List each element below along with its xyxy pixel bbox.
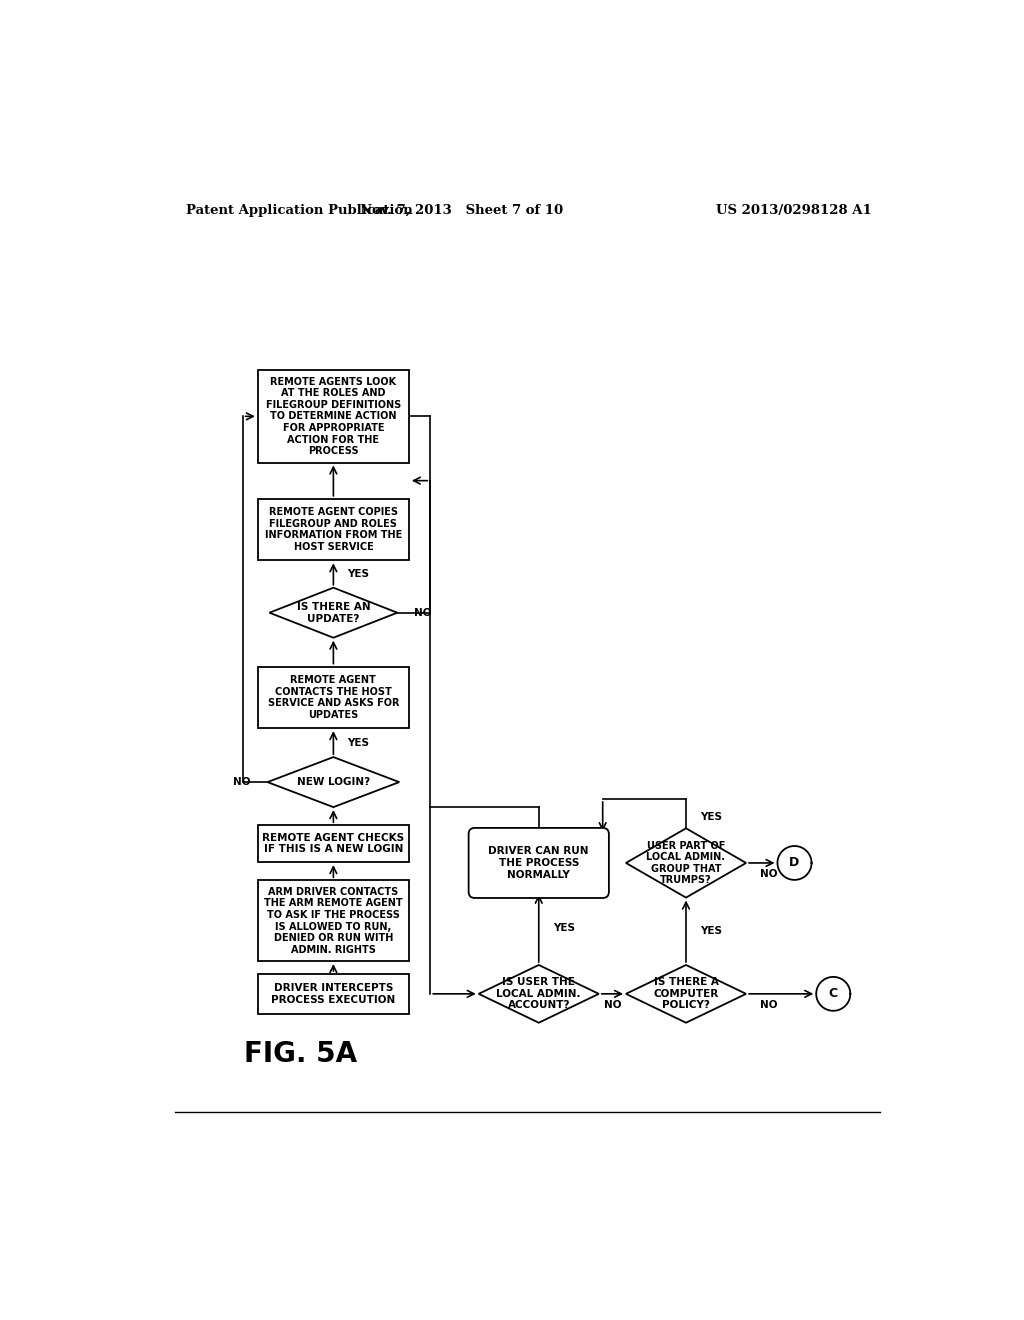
Text: REMOTE AGENT
CONTACTS THE HOST
SERVICE AND ASKS FOR
UPDATES: REMOTE AGENT CONTACTS THE HOST SERVICE A… [267,675,399,719]
FancyBboxPatch shape [258,370,409,462]
Text: USER PART OF
LOCAL ADMIN.
GROUP THAT
TRUMPS?: USER PART OF LOCAL ADMIN. GROUP THAT TRU… [646,841,725,886]
Text: REMOTE AGENTS LOOK
AT THE ROLES AND
FILEGROUP DEFINITIONS
TO DETERMINE ACTION
FO: REMOTE AGENTS LOOK AT THE ROLES AND FILE… [266,376,401,457]
Polygon shape [626,965,746,1023]
Text: Patent Application Publication: Patent Application Publication [186,205,413,218]
Text: NO: NO [760,869,777,879]
Text: IS THERE A
COMPUTER
POLICY?: IS THERE A COMPUTER POLICY? [653,977,719,1010]
Text: FIG. 5A: FIG. 5A [245,1040,357,1068]
Text: YES: YES [347,738,370,747]
Text: NO: NO [603,999,622,1010]
Text: DRIVER INTERCEPTS
PROCESS EXECUTION: DRIVER INTERCEPTS PROCESS EXECUTION [271,983,395,1005]
Text: REMOTE AGENT COPIES
FILEGROUP AND ROLES
INFORMATION FROM THE
HOST SERVICE: REMOTE AGENT COPIES FILEGROUP AND ROLES … [265,507,402,552]
FancyBboxPatch shape [469,828,609,898]
FancyBboxPatch shape [258,667,409,729]
Text: YES: YES [700,927,722,936]
Text: YES: YES [553,924,574,933]
Text: IS THERE AN
UPDATE?: IS THERE AN UPDATE? [297,602,371,623]
Text: IS USER THE
LOCAL ADMIN.
ACCOUNT?: IS USER THE LOCAL ADMIN. ACCOUNT? [497,977,581,1010]
FancyBboxPatch shape [258,880,409,961]
FancyBboxPatch shape [258,825,409,862]
Text: YES: YES [700,812,722,822]
Text: NO: NO [232,777,251,787]
FancyBboxPatch shape [258,499,409,560]
Text: NO: NO [415,607,432,618]
Text: Nov. 7, 2013   Sheet 7 of 10: Nov. 7, 2013 Sheet 7 of 10 [359,205,563,218]
Text: ARM DRIVER CONTACTS
THE ARM REMOTE AGENT
TO ASK IF THE PROCESS
IS ALLOWED TO RUN: ARM DRIVER CONTACTS THE ARM REMOTE AGENT… [264,887,402,954]
Polygon shape [626,829,746,898]
FancyBboxPatch shape [258,974,409,1014]
Polygon shape [478,965,599,1023]
Text: C: C [828,987,838,1001]
Text: DRIVER CAN RUN
THE PROCESS
NORMALLY: DRIVER CAN RUN THE PROCESS NORMALLY [488,846,589,879]
Text: YES: YES [347,569,370,579]
Text: NEW LOGIN?: NEW LOGIN? [297,777,370,787]
Polygon shape [269,587,397,638]
Text: US 2013/0298128 A1: US 2013/0298128 A1 [716,205,872,218]
Polygon shape [267,758,399,807]
Text: NO: NO [760,999,777,1010]
Text: REMOTE AGENT CHECKS
IF THIS IS A NEW LOGIN: REMOTE AGENT CHECKS IF THIS IS A NEW LOG… [262,833,404,854]
Text: D: D [790,857,800,870]
